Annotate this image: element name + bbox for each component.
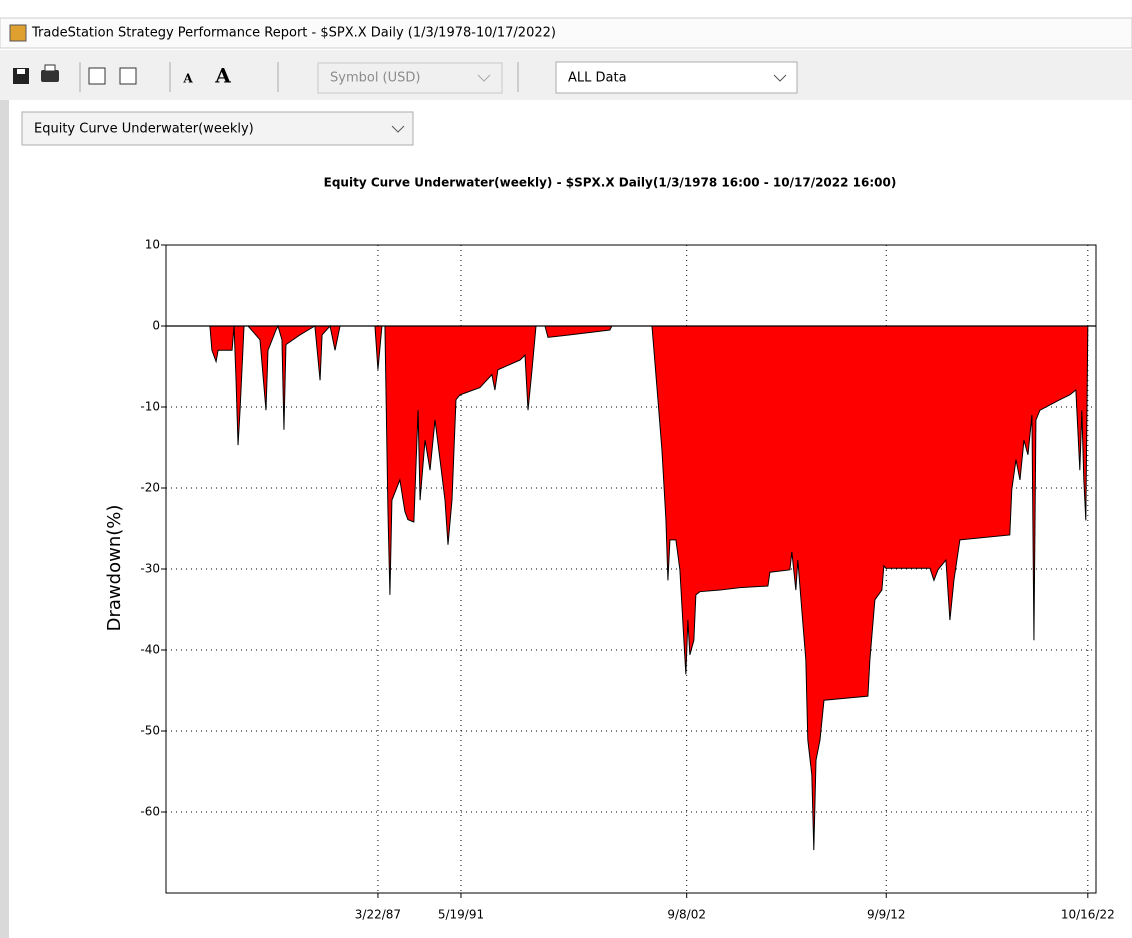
y-tick-label: 10 [145, 238, 160, 252]
range-dropdown[interactable] [555, 61, 798, 94]
chart-title: Equity Curve Underwater(weekly) - $SPX.X… [324, 176, 897, 190]
view-dropdown[interactable] [21, 111, 414, 146]
chevron [477, 74, 491, 82]
x-tick-label: 5/19/91 [438, 908, 484, 922]
symbol-dropdown-text: Symbol (USD) [330, 71, 420, 86]
y-tick-label: -10 [140, 400, 160, 414]
y-tick-label: -20 [140, 481, 160, 495]
properties-button[interactable] [119, 67, 137, 85]
chevron [391, 125, 405, 133]
y-tick-label: -50 [140, 724, 160, 738]
range-dropdown-text: ALL Data [568, 71, 627, 86]
x-tick-label: 9/8/02 [667, 908, 706, 922]
title-bar [0, 17, 1132, 49]
symbol-dropdown[interactable] [317, 62, 503, 94]
chevron [773, 74, 787, 82]
print-icon-detail [44, 64, 56, 72]
x-tick-label: 3/22/87 [355, 908, 401, 922]
save-icon-detail [17, 69, 25, 74]
y-axis-label: Drawdown(%) [104, 505, 125, 632]
x-tick-label: 9/9/12 [867, 908, 906, 922]
y-tick-label: 0 [152, 319, 160, 333]
app-icon [9, 24, 27, 42]
drawdown-area [209, 324, 1089, 851]
refresh-button[interactable] [88, 67, 106, 85]
view-dropdown-text: Equity Curve Underwater(weekly) [34, 122, 254, 137]
left-border [0, 100, 9, 938]
x-tick-label: 10/16/22 [1061, 908, 1115, 922]
y-tick-label: -30 [140, 562, 160, 576]
plot-frame [165, 244, 1097, 894]
y-tick-label: -40 [140, 643, 160, 657]
print-button[interactable] [41, 70, 59, 82]
y-tick-label: -60 [140, 805, 160, 819]
font-smaller-button[interactable]: A [182, 72, 193, 86]
window-title: TradeStation Strategy Performance Report… [31, 26, 556, 41]
font-larger-button[interactable]: A [214, 64, 231, 88]
